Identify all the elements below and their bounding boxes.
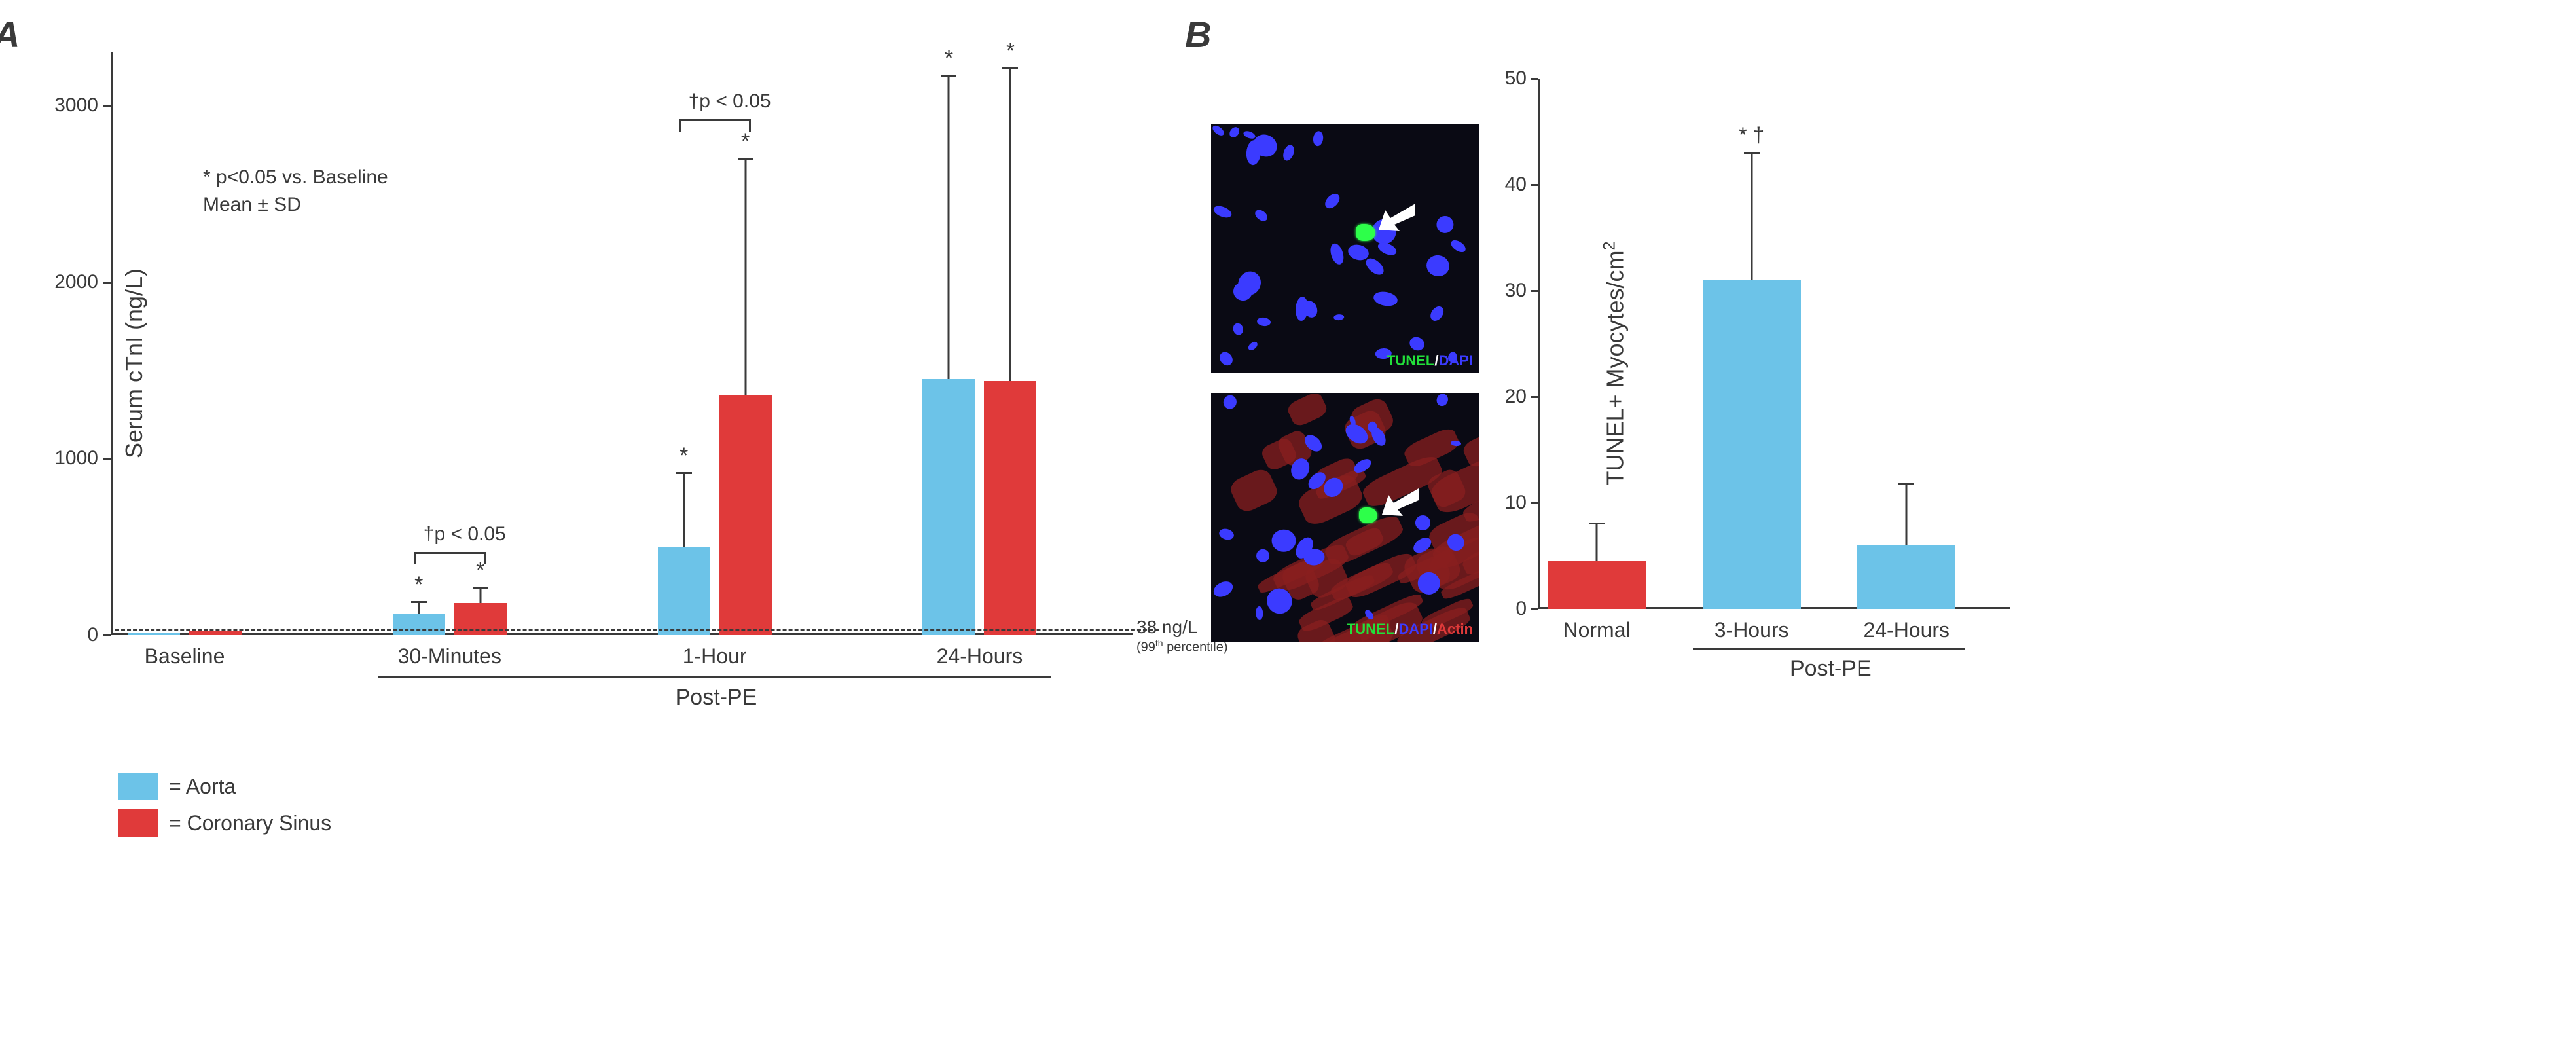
note-line1: * p<0.05 vs. Baseline	[203, 164, 388, 191]
x-category-label: 30-Minutes	[398, 635, 501, 669]
legend-a: = Aorta = Coronary Sinus	[118, 773, 1133, 837]
ytick-label: 40	[1505, 174, 1527, 196]
arrow-icon	[1375, 200, 1421, 232]
ytick-label: 10	[1505, 492, 1527, 514]
ytick-label: 1000	[46, 447, 111, 469]
ytick-label: 0	[1515, 598, 1527, 620]
bar: *	[658, 547, 710, 635]
chart-a-plot: Baseline**30-Minutes**1-Hour**24-Hours†p…	[113, 52, 1133, 635]
bar-group: **1-Hour	[658, 395, 772, 635]
bar: 24-Hours	[1857, 545, 1955, 609]
chart-b: TUNEL+ Myocytes/cm2 Normal3-Hours* †24-H…	[1538, 79, 2010, 648]
chart-b-plot: Normal3-Hours* †24-HoursPost-PE	[1540, 79, 2010, 609]
legend-row-cs: = Coronary Sinus	[118, 809, 1133, 837]
ytick-label: 0	[46, 624, 111, 646]
arrow-icon	[1378, 485, 1424, 517]
ytick	[1531, 78, 1538, 80]
note-line2: Mean ± SD	[203, 191, 388, 219]
ytick-label: 30	[1505, 280, 1527, 302]
legend-row-aorta: = Aorta	[118, 773, 1133, 800]
sig-bracket	[679, 119, 751, 121]
postpe-underline	[1693, 648, 1966, 650]
ytick-label: 50	[1505, 67, 1527, 90]
panel-b-content: TUNEL/DAPI TUNEL/DAPI/Actin TUNEL+ Myocy…	[1211, 52, 2010, 648]
ytick	[1531, 608, 1538, 610]
x-category-label: 1-Hour	[683, 635, 747, 669]
bar: *	[984, 381, 1036, 635]
reference-line	[115, 629, 1159, 631]
bar: 3-Hours* †	[1703, 280, 1801, 609]
micrograph-label: TUNEL/DAPI/Actin	[1347, 621, 1473, 638]
x-category-label: 3-Hours	[1714, 609, 1789, 642]
micrograph-top: TUNEL/DAPI	[1211, 124, 1479, 373]
ytick-label: 20	[1505, 386, 1527, 408]
bar: *	[719, 395, 772, 635]
sig-star: *	[945, 46, 953, 71]
ytick	[1531, 396, 1538, 398]
ytick-label: 2000	[46, 271, 111, 293]
panel-a-label: A	[0, 13, 20, 56]
postpe-label: Post-PE	[676, 685, 757, 710]
legend-label-cs: = Coronary Sinus	[169, 811, 331, 835]
legend-label-aorta: = Aorta	[169, 775, 236, 799]
bar: *	[922, 379, 975, 635]
postpe-label: Post-PE	[1790, 656, 1872, 682]
micrograph-bottom: TUNEL/DAPI/Actin	[1211, 393, 1479, 642]
sig-star: *	[414, 572, 423, 598]
bar	[189, 631, 242, 635]
bar-group: Baseline	[128, 631, 242, 635]
legend-swatch-aorta	[118, 773, 158, 800]
figure-root: A Serum cTnI (ng/L) Baseline**30-Minutes…	[20, 20, 2556, 846]
bar: Normal	[1548, 561, 1646, 609]
x-category-label: 24-Hours	[937, 635, 1023, 669]
sig-star: *	[741, 129, 750, 155]
panel-b: B TUNEL/DAPI TUNEL/DAPI/Actin TUNEL+ Myo…	[1211, 20, 2010, 648]
panel-a: A Serum cTnI (ng/L) Baseline**30-Minutes…	[20, 20, 1133, 846]
sig-bracket-label: †p < 0.05	[424, 523, 506, 545]
chart-a-note: * p<0.05 vs. Baseline Mean ± SD	[203, 164, 388, 219]
x-category-label: Normal	[1563, 609, 1630, 642]
panel-b-label: B	[1185, 13, 1211, 56]
bar: *	[393, 614, 445, 635]
micrograph-label: TUNEL/DAPI	[1387, 352, 1473, 369]
bar-group: **24-Hours	[922, 379, 1036, 635]
sig-star: *	[1006, 39, 1015, 64]
sig-bracket-label: †p < 0.05	[689, 90, 771, 113]
sig-bracket	[414, 552, 486, 554]
chart-a: Serum cTnI (ng/L) Baseline**30-Minutes**…	[111, 52, 1133, 674]
sig-marker: * †	[1739, 123, 1764, 147]
micrographs: TUNEL/DAPI TUNEL/DAPI/Actin	[1211, 52, 1479, 642]
postpe-underline	[378, 676, 1052, 678]
x-category-label: 24-Hours	[1863, 609, 1950, 642]
ytick	[1531, 502, 1538, 504]
x-category-label: Baseline	[145, 635, 225, 669]
sig-star: *	[680, 443, 688, 469]
legend-swatch-cs	[118, 809, 158, 837]
ytick-label: 3000	[46, 94, 111, 117]
ytick	[1531, 290, 1538, 292]
ytick	[1531, 184, 1538, 186]
